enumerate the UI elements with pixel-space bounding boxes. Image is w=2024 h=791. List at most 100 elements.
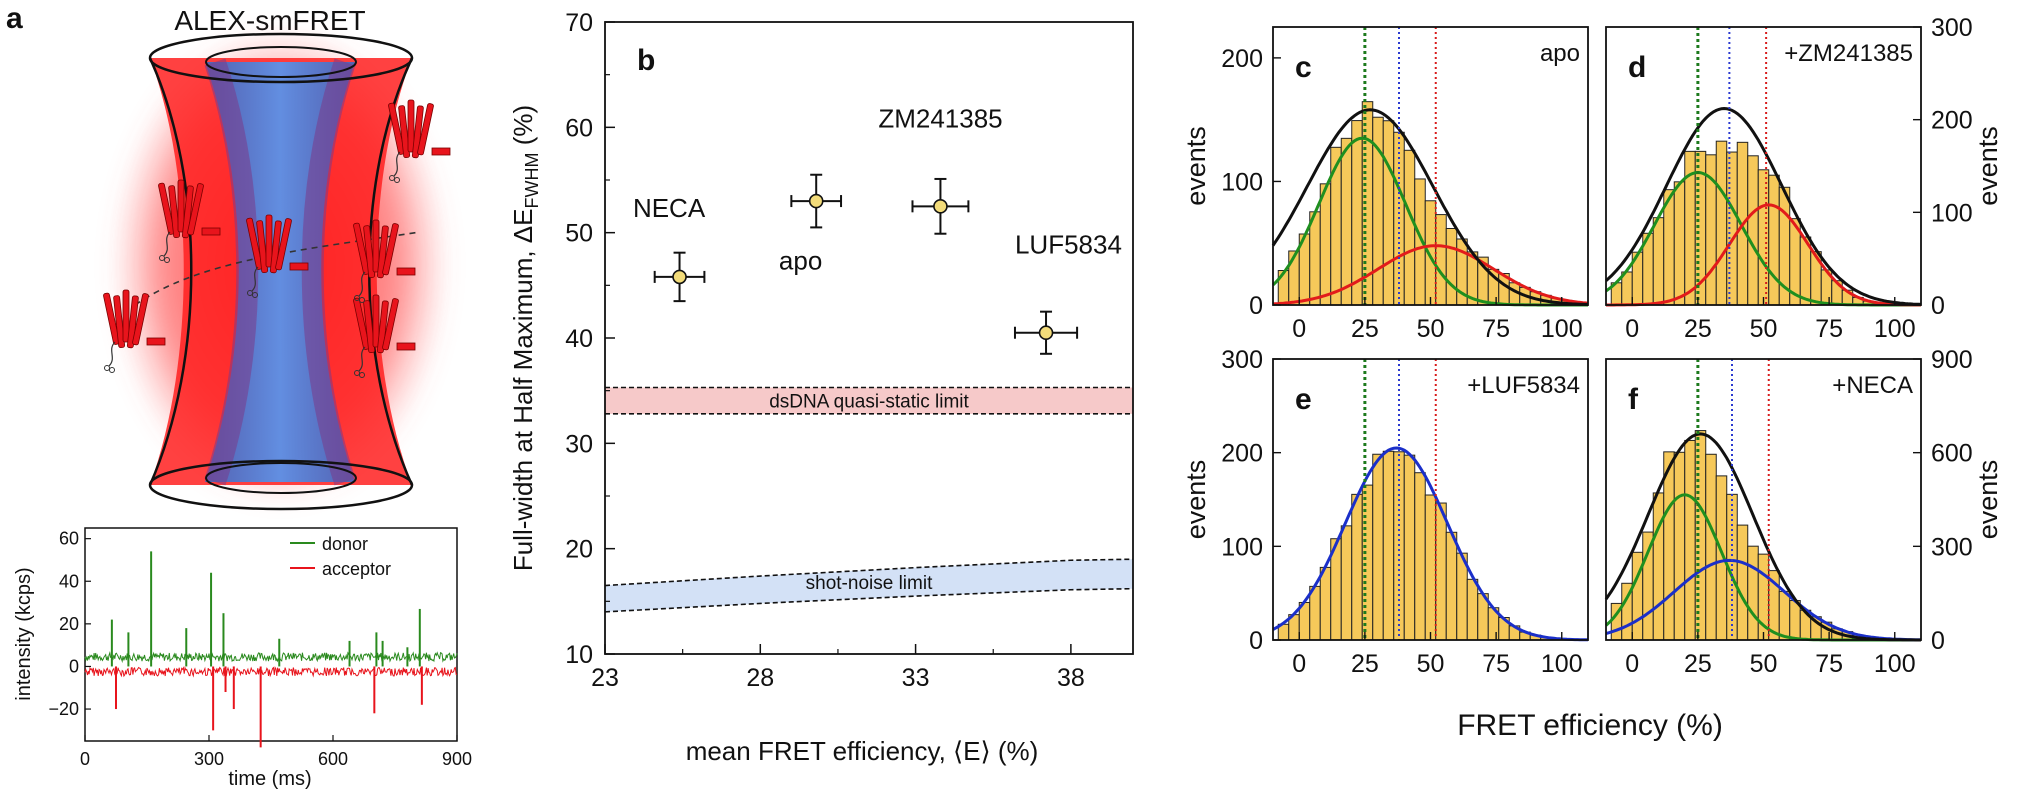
trace-axes: 0 300 600 900 60 40 20 0 −20 bbox=[48, 529, 472, 769]
hist-bar bbox=[1705, 453, 1717, 641]
hist-ytick-label: 0 bbox=[1931, 292, 1945, 320]
hist-xtick-label: 50 bbox=[1417, 315, 1445, 343]
hist-ylabel: events bbox=[1181, 126, 1211, 206]
hist-xtick-label: 75 bbox=[1815, 650, 1843, 678]
trace-ytick-label: −20 bbox=[48, 699, 79, 719]
top-aperture-inner bbox=[205, 46, 357, 78]
hist-bar bbox=[1361, 484, 1374, 641]
fit-curve bbox=[1604, 432, 1921, 642]
hist-xtick-label: 75 bbox=[1815, 315, 1843, 343]
data-point-luf5834: LUF5834 bbox=[1013, 230, 1122, 355]
hist-bar bbox=[1684, 439, 1696, 641]
hist-ytick-label: 900 bbox=[1931, 346, 1973, 374]
hist-bar bbox=[1340, 525, 1353, 641]
trace-ytick-label: 0 bbox=[69, 656, 79, 676]
hist-letter: d bbox=[1628, 51, 1646, 84]
hist-bar bbox=[1652, 492, 1665, 641]
hist-bar bbox=[1435, 502, 1447, 641]
hist-bar bbox=[1673, 181, 1686, 306]
trace-xtick-label: 900 bbox=[442, 749, 472, 769]
hist-bar bbox=[1351, 493, 1363, 641]
hist-bar bbox=[1778, 590, 1791, 641]
trace-xtick-label: 300 bbox=[194, 749, 224, 769]
hist-xtick-label: 75 bbox=[1482, 315, 1510, 343]
hist-bar bbox=[1435, 214, 1447, 306]
panel-f: f +NECA 0 25 50 75 100 0 300 600 900 events bbox=[1604, 346, 2003, 678]
hist-bar bbox=[1736, 524, 1749, 641]
trace-ytick-label: 60 bbox=[59, 529, 79, 549]
point-marker bbox=[808, 193, 824, 209]
hist-xtick-label: 0 bbox=[1625, 315, 1639, 343]
hist-ytick-label: 100 bbox=[1221, 168, 1263, 196]
fit-curve bbox=[1606, 203, 1921, 307]
data-point-apo: apo bbox=[779, 173, 843, 276]
hist-xtick-label: 25 bbox=[1684, 315, 1712, 343]
b-xtick-label: 28 bbox=[746, 664, 774, 692]
hist-ylabel: events bbox=[1973, 126, 2003, 206]
ylabel-unit: (%) bbox=[508, 105, 538, 153]
hist-bar bbox=[1652, 217, 1665, 306]
hist-xtick-label: 50 bbox=[1417, 650, 1445, 678]
b-xtick-label: 23 bbox=[591, 664, 619, 692]
panel-b-axes: 10 20 30 40 50 60 70 23 28 33 38 bbox=[565, 9, 1085, 692]
b-ytick-label: 40 bbox=[565, 325, 593, 353]
trace-xlabel: time (ms) bbox=[228, 768, 311, 790]
hist-xtick-label: 0 bbox=[1625, 650, 1639, 678]
point-label: NECA bbox=[633, 193, 706, 223]
hist-condition-label: +ZM241385 bbox=[1784, 40, 1913, 67]
hist-letter: c bbox=[1295, 51, 1312, 84]
fit-curve bbox=[1605, 558, 1921, 642]
hist-ytick-label: 600 bbox=[1931, 440, 1973, 468]
hist-condition-label: +LUF5834 bbox=[1467, 372, 1580, 399]
ylabel-sub: FWHM bbox=[522, 153, 542, 209]
hist-ytick-label: 0 bbox=[1249, 627, 1263, 655]
hist-bar bbox=[1382, 120, 1395, 306]
hist-bar bbox=[1403, 454, 1416, 641]
hist-xtick-label: 100 bbox=[1541, 650, 1583, 678]
hist-bar bbox=[1466, 578, 1479, 641]
hist-bar bbox=[1414, 472, 1426, 641]
receptor-molecule bbox=[353, 219, 416, 303]
hist-condition-label: apo bbox=[1540, 40, 1580, 67]
hist-bar bbox=[1403, 149, 1416, 306]
hist-xtick-label: 0 bbox=[1292, 650, 1306, 678]
point-marker bbox=[1038, 325, 1054, 341]
panel-b-points: NECA apo ZM241385 LUF5834 bbox=[633, 103, 1122, 355]
point-label: LUF5834 bbox=[1015, 230, 1122, 260]
confocal-volume-illustration bbox=[103, 25, 451, 511]
hist-bar bbox=[1351, 120, 1363, 306]
hist-xlabel: FRET efficiency (%) bbox=[1457, 709, 1723, 742]
hist-ytick-label: 0 bbox=[1931, 627, 1945, 655]
hist-xtick-label: 50 bbox=[1750, 650, 1778, 678]
hist-bar bbox=[1747, 155, 1759, 306]
limit-bands: dsDNA quasi-static limit shot-noise limit bbox=[604, 386, 1134, 613]
hist-bar bbox=[1768, 174, 1780, 306]
panel-b-ylabel: Full-width at Half Maximum, ΔEFWHM (%) bbox=[508, 105, 542, 571]
panel-b-letter: b bbox=[637, 44, 655, 77]
receptor-molecule bbox=[353, 294, 416, 378]
intensity-trace: 0 300 600 900 60 40 20 0 −20 donor acceptor inte… bbox=[13, 527, 472, 790]
hist-xtick-label: 100 bbox=[1541, 315, 1583, 343]
b-ytick-label: 20 bbox=[565, 536, 593, 564]
hist-xtick-label: 100 bbox=[1874, 650, 1916, 678]
b-xtick-label: 33 bbox=[902, 664, 930, 692]
hist-bar bbox=[1726, 151, 1738, 306]
data-point-zm241385: ZM241385 bbox=[878, 103, 1003, 235]
donor-trace bbox=[84, 651, 458, 664]
hist-bar bbox=[1382, 450, 1395, 641]
b-xtick-label: 38 bbox=[1057, 664, 1085, 692]
trace-xtick-label: 0 bbox=[80, 749, 90, 769]
hist-ytick-label: 200 bbox=[1221, 45, 1263, 73]
hist-bar bbox=[1424, 494, 1437, 641]
trace-ylabel: intensity (kcps) bbox=[13, 567, 35, 700]
band-fill bbox=[605, 387, 1133, 414]
hist-bar bbox=[1663, 451, 1675, 641]
trace-ytick-label: 40 bbox=[59, 571, 79, 591]
hist-ytick-label: 0 bbox=[1249, 292, 1263, 320]
purple-inner-band bbox=[204, 58, 259, 486]
ylabel-main: Full-width at Half Maximum, ΔE bbox=[508, 208, 538, 571]
band-label: shot-noise limit bbox=[806, 573, 933, 594]
hist-bar bbox=[1445, 227, 1458, 306]
hist-ylabel: events bbox=[1181, 460, 1211, 540]
